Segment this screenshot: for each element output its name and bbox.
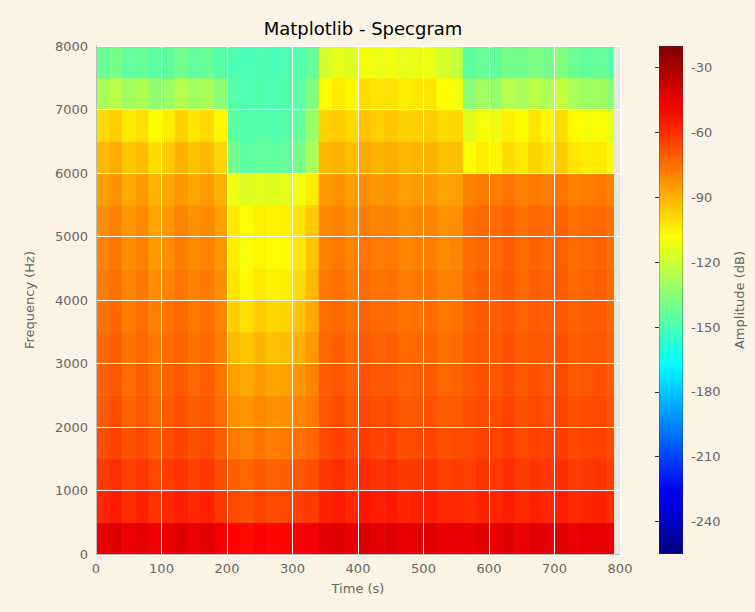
svg-text:-240: -240 bbox=[691, 514, 721, 529]
svg-text:100: 100 bbox=[149, 561, 174, 576]
svg-text:-210: -210 bbox=[691, 449, 721, 464]
svg-text:3000: 3000 bbox=[55, 356, 88, 371]
svg-text:8000: 8000 bbox=[55, 39, 88, 54]
svg-text:Matplotlib - Specgram: Matplotlib - Specgram bbox=[264, 18, 463, 39]
svg-text:200: 200 bbox=[215, 561, 240, 576]
svg-text:400: 400 bbox=[346, 561, 371, 576]
svg-text:-180: -180 bbox=[691, 384, 721, 399]
svg-text:7000: 7000 bbox=[55, 102, 88, 117]
svg-text:0: 0 bbox=[92, 561, 100, 576]
svg-text:800: 800 bbox=[608, 561, 633, 576]
svg-text:4000: 4000 bbox=[55, 293, 88, 308]
svg-text:-150: -150 bbox=[691, 320, 721, 335]
svg-text:-60: -60 bbox=[691, 125, 712, 140]
svg-text:0: 0 bbox=[80, 547, 88, 562]
svg-text:-120: -120 bbox=[691, 255, 721, 270]
svg-text:2000: 2000 bbox=[55, 420, 88, 435]
svg-text:-30: -30 bbox=[691, 60, 712, 75]
svg-text:1000: 1000 bbox=[55, 483, 88, 498]
svg-text:500: 500 bbox=[411, 561, 436, 576]
svg-text:6000: 6000 bbox=[55, 166, 88, 181]
svg-text:300: 300 bbox=[280, 561, 305, 576]
svg-text:Time (s): Time (s) bbox=[331, 581, 385, 596]
svg-text:5000: 5000 bbox=[55, 229, 88, 244]
svg-text:700: 700 bbox=[542, 561, 567, 576]
svg-text:Amplitude (dB): Amplitude (dB) bbox=[732, 251, 747, 349]
svg-text:-90: -90 bbox=[691, 190, 712, 205]
svg-text:Frequency (Hz): Frequency (Hz) bbox=[22, 251, 37, 349]
svg-text:600: 600 bbox=[477, 561, 502, 576]
